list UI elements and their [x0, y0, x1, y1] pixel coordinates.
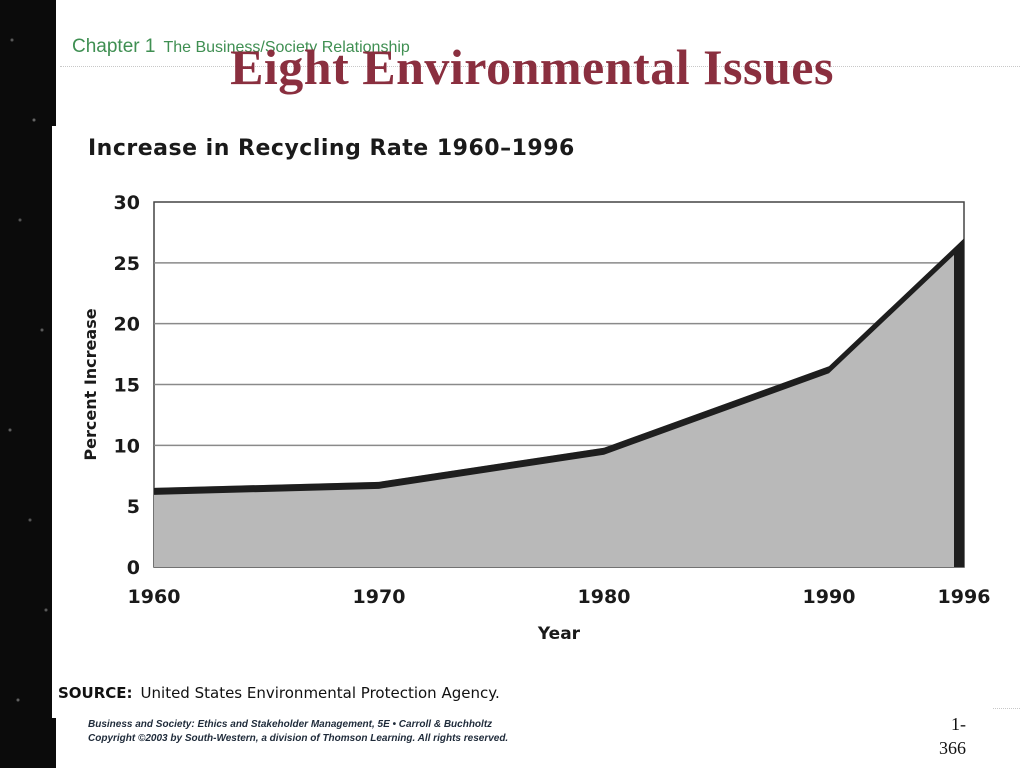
y-tick-label: 20 [114, 314, 140, 336]
recycling-chart: 0 5 10 15 20 25 30 1960 1970 1980 1990 1996 Year Perc… [81, 192, 991, 644]
slide-title: Eight Environmental Issues [230, 39, 834, 95]
left-decorative-bar [0, 0, 56, 768]
footer-line-2: Copyright ©2003 by South-Western, a divi… [88, 733, 509, 744]
source-note: SOURCE: United States Environmental Prote… [58, 684, 500, 702]
x-tick-label: 1996 [938, 586, 991, 608]
y-tick-label: 0 [127, 557, 140, 579]
page-number: 1- 366 [906, 712, 966, 760]
chapter-label: Chapter 1 [72, 36, 156, 57]
chapter-subtitle: The Business/Society Relationship [163, 39, 410, 56]
top-divider [60, 66, 1020, 67]
y-axis-title: Percent Increase [81, 308, 100, 460]
x-axis-title: Year [537, 624, 581, 644]
page-number-line-2: 366 [939, 738, 966, 758]
chart-panel: Increase in Recycling Rate 1960–1996 0 5 1… [52, 126, 992, 718]
footer-credits: Business and Society: Ethics and Stakeho… [88, 718, 508, 746]
x-tick-label: 1990 [803, 586, 856, 608]
y-tick-label: 10 [114, 435, 140, 457]
source-text: United States Environmental Protection A… [140, 684, 500, 702]
chart-title: Increase in Recycling Rate 1960–1996 [88, 136, 575, 161]
footer-line-1: Business and Society: Ethics and Stakeho… [88, 719, 493, 730]
area-right-edge [954, 238, 964, 567]
page-number-line-1: 1- [951, 714, 966, 734]
chapter-header: Chapter 1 The Business/Society Relationsh… [72, 36, 410, 58]
x-tick-label: 1980 [578, 586, 631, 608]
source-label: SOURCE: [58, 684, 133, 702]
y-tick-label: 5 [127, 496, 140, 518]
x-tick-label: 1960 [128, 586, 181, 608]
y-tick-label: 25 [114, 253, 140, 275]
x-tick-label: 1970 [353, 586, 406, 608]
y-tick-label: 15 [114, 375, 140, 397]
y-tick-label: 30 [114, 192, 140, 214]
